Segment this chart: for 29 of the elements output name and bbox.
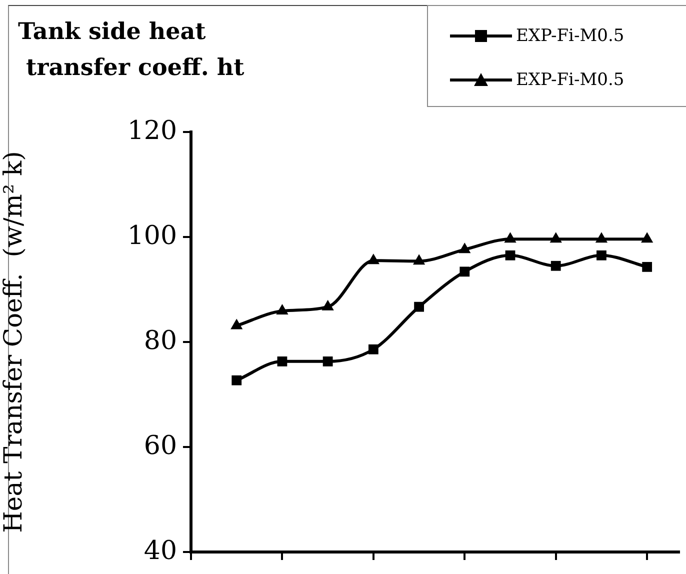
point (458, 242, 471, 254)
legend-label: EXP-Fi-M0.5 (516, 70, 624, 90)
point (322, 356, 333, 366)
y-tick-label: 60 (144, 430, 177, 461)
y-axis-title: Heat Transfer Coeff. (w/m² k) (0, 151, 28, 533)
point (642, 262, 652, 272)
point (230, 318, 243, 330)
point (550, 260, 561, 271)
point (232, 375, 242, 386)
chart-title: Tank side heat transfer coeff. ht (18, 17, 244, 83)
point (276, 304, 288, 315)
point (504, 232, 516, 243)
point (641, 232, 654, 243)
point (277, 356, 288, 366)
point (550, 232, 562, 243)
point (596, 250, 606, 260)
point (595, 232, 608, 243)
y-tick-label: 100 (127, 220, 177, 251)
point (412, 254, 426, 265)
legend-label: EXP-Fi-M0.5 (516, 26, 624, 46)
point (368, 344, 378, 354)
point (505, 250, 516, 260)
point (460, 266, 470, 277)
y-tick-label: 80 (144, 326, 177, 356)
point (414, 302, 424, 312)
y-tick-label: 40 (144, 536, 177, 566)
point (367, 254, 380, 264)
point (322, 300, 334, 310)
y-tick-label: 120 (127, 116, 177, 146)
